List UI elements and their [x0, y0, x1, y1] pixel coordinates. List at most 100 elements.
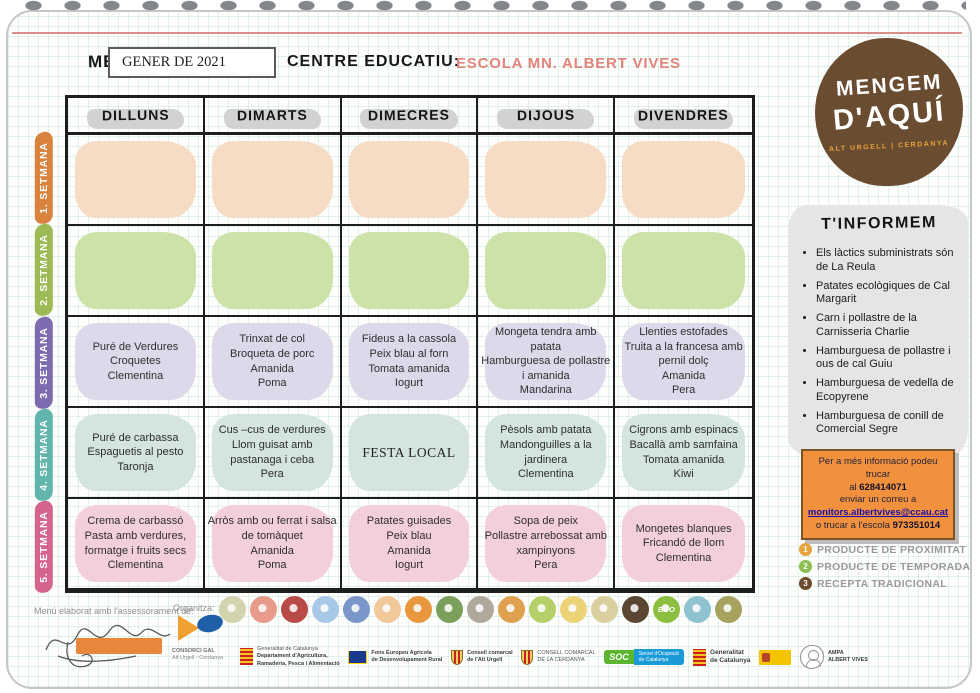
mengem-daqui-logo: MENGEM D'AQUÍ ALT URGELL | CERDANYA — [815, 38, 963, 186]
spain-government-icon — [759, 649, 792, 665]
month-input[interactable]: GENER DE 2021 — [108, 47, 276, 78]
info-item: Hamburguesa de conill de Comercial Segre — [816, 410, 956, 438]
alt-urgell-crest-icon — [451, 649, 464, 665]
pasta-icon — [343, 596, 370, 623]
menu-cell — [341, 226, 479, 317]
macaroni-icon — [374, 596, 401, 623]
menu-cell: Patates guisades Peix blau Amanida Iogur… — [341, 499, 479, 590]
day-header-blob — [86, 109, 184, 129]
red-margin-line — [12, 32, 962, 34]
menu-cell — [341, 135, 479, 226]
day-header-dimecres: DIMECRES — [341, 98, 479, 135]
day-header-dijous: DIJOUS — [478, 98, 616, 135]
cell-blob — [211, 505, 333, 582]
chard-icon — [405, 596, 432, 623]
cell-blob — [622, 232, 745, 309]
ampa-sketch-icon — [799, 645, 824, 669]
menu-cell: Fideus a la cassola Peix blau al forn To… — [341, 317, 479, 408]
spiral-binding — [14, 0, 966, 13]
cell-blob — [348, 323, 470, 400]
cell-blob — [348, 505, 470, 582]
crest-line: CONSELL COMARCAL — [537, 649, 596, 656]
logo-line2: D'AQUÍ — [831, 95, 947, 137]
fish-icon — [312, 596, 339, 623]
legumes-icon — [467, 596, 494, 623]
advisor-stamp — [76, 638, 162, 654]
menu-cell: Mongeta tendra amb patata Hamburguesa de… — [478, 317, 616, 408]
info-item: Patates ecològiques de Cal Margarit — [816, 280, 956, 308]
menu-cell — [68, 226, 205, 317]
logo-eu-feader: Fons Europeu Agrícola de Desenvolupament… — [348, 650, 442, 664]
honey-icon — [715, 596, 742, 623]
milk-icon — [684, 596, 711, 623]
crest-line: DE LA CERDANYA — [537, 657, 585, 663]
cell-blob — [485, 232, 607, 309]
legend-label: RECEPTA TRADICIONAL — [817, 577, 947, 590]
menu-cell — [615, 135, 752, 226]
cell-blob — [75, 414, 196, 491]
cow-icon — [498, 596, 525, 623]
menu-cell — [478, 135, 616, 226]
cell-blob — [622, 323, 745, 400]
cheese-icon — [591, 596, 618, 623]
soc-badge: SOC — [604, 650, 634, 664]
cell-blob — [348, 232, 470, 309]
contact-email-link[interactable]: monitors.albertvives@ccau.cat — [807, 507, 949, 519]
organizer-name: CONSORCI GAL — [172, 648, 215, 654]
consorci-gal-triangle-icon — [178, 615, 199, 641]
cell-blob — [75, 323, 196, 400]
logo-consell-alt-urgell: Consell comarcal de l'Alt Urgell — [451, 649, 513, 665]
menu-cell: Crema de carbassó Pasta amb verdures, fo… — [68, 499, 205, 590]
menu-cell: Cigrons amb espinacs Bacallà amb samfain… — [615, 408, 752, 499]
cell-blob — [485, 414, 607, 491]
crest-line: de l'Alt Urgell — [467, 657, 503, 663]
menu-cell: Llenties estofades Truita a la francesa … — [615, 317, 752, 408]
institutional-logos-row: Generalitat de Catalunya Departament d'A… — [240, 636, 868, 678]
eco-icon: ECO — [653, 596, 680, 623]
pear-icon — [560, 596, 587, 623]
cell-blob — [348, 414, 470, 491]
info-item: Carn i pollastre de la Carnisseria Charl… — [816, 312, 956, 340]
info-item: Hamburguesa de pollastre i ous de cal Gu… — [816, 345, 956, 373]
info-item: Hamburguesa de vedella de Ecopyrene — [816, 377, 956, 405]
cell-blob — [485, 505, 607, 582]
advisor-label: Menú elaborat amb l'assessorament de: — [34, 606, 194, 616]
ampa-line: AMPA — [827, 649, 844, 656]
week-badge-5-wrap: 5. SETMANA — [24, 501, 64, 593]
logo-soc: SOC Servei d'Ocupació de Catalunya — [604, 648, 685, 666]
menu-cell: Cus –cus de verdures Llom guisat amb pas… — [204, 408, 342, 499]
carrot-icon — [436, 596, 463, 623]
logo-departament-agricultura: Generalitat de Catalunya Departament d'A… — [240, 646, 340, 667]
menu-cell-festa-local: FESTA LOCAL — [341, 408, 479, 499]
contact-line2-prefix: al — [849, 481, 860, 493]
logo-consell-cerdanya: CONSELL COMARCAL DE LA CERDANYA — [521, 649, 596, 665]
menu-cell — [204, 135, 342, 226]
soc-line: de Catalunya — [638, 657, 669, 663]
legend-badge-2: 2 — [799, 560, 812, 573]
month-value: GENER DE 2021 — [122, 54, 226, 70]
dept-line: Ramaderia, Pesca i Alimentació — [257, 660, 340, 667]
menu-cell: Mongetes blanques Fricandó de llom Cleme… — [615, 499, 752, 590]
organizer-sub: Alt Urgell - Cerdanya — [172, 655, 224, 662]
contact-phone2: 973351014 — [892, 520, 941, 532]
contact-box: Per a més informació podeu trucar al 628… — [801, 449, 955, 540]
menu-cell: Trinxat de col Broqueta de porc Amanida … — [204, 317, 342, 408]
legend-item-temporada: 2 PRODUCTE DE TEMPORADA — [799, 560, 970, 573]
week-badge-3-wrap: 3. SETMANA — [24, 316, 64, 409]
cell-blob — [348, 141, 470, 218]
cell-blob — [75, 505, 196, 582]
week-badge-4: 4. SETMANA — [35, 409, 53, 501]
eu-flag-icon — [348, 650, 368, 664]
eu-line: Fons Europeu Agrícola — [371, 649, 432, 656]
advisor-signature — [45, 624, 171, 668]
cell-blob — [622, 414, 745, 491]
grapes-icon — [219, 596, 246, 623]
legend-badge-3: 3 — [799, 577, 812, 590]
day-header-blob — [360, 109, 458, 129]
logo-gobierno-espana — [759, 649, 792, 665]
generalitat-stripes-icon — [240, 648, 253, 666]
menu-cell — [204, 226, 342, 317]
food-icons-row: ECO — [219, 596, 742, 623]
week-badge-4-wrap: 4. SETMANA — [24, 409, 64, 501]
cell-blob — [75, 141, 196, 218]
